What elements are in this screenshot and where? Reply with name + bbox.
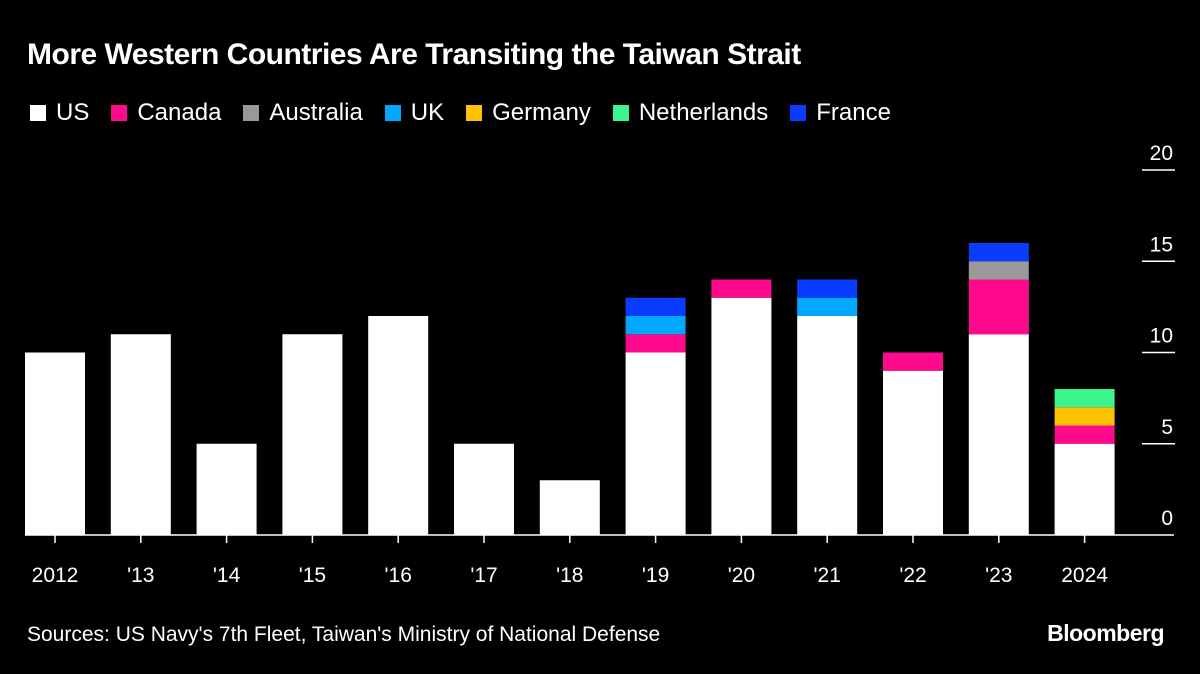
x-tick-label: '21	[814, 564, 841, 587]
bar-segment-us	[25, 352, 85, 535]
x-tick-label: '19	[642, 564, 669, 587]
bar-segment-us	[282, 334, 343, 535]
legend-swatch	[111, 105, 128, 121]
bar-segment-france	[797, 279, 858, 298]
legend-label: France	[816, 99, 891, 126]
bar-segment-canada	[711, 279, 772, 298]
bar-segment-canada	[883, 352, 943, 371]
bar-segment-australia	[968, 261, 1029, 280]
bar-segment-us	[797, 316, 858, 535]
bar-segment-france	[625, 297, 686, 316]
x-tick-label: 2012	[32, 564, 79, 587]
legend-label: Canada	[137, 99, 222, 126]
legend-label: UK	[410, 99, 445, 126]
x-tick-label: '14	[213, 564, 241, 587]
legend-item: France	[790, 99, 891, 127]
legend-item: UK	[384, 99, 445, 127]
legend-label: Netherlands	[638, 99, 769, 126]
bar-segment-us	[883, 370, 943, 535]
legend-label: US	[56, 99, 90, 126]
bar-segment-france	[968, 243, 1029, 262]
y-tick-label: 5	[1161, 416, 1173, 439]
legend-swatch	[612, 105, 629, 121]
bar-segment-netherlands	[1054, 389, 1115, 408]
x-tick-label: '20	[728, 564, 755, 587]
bar-segment-us	[110, 334, 171, 535]
x-tick-label: '23	[985, 564, 1012, 587]
bar-segment-us	[454, 443, 514, 535]
legend-label: Australia	[269, 99, 363, 126]
x-tick-label: '16	[385, 564, 412, 587]
legend-item: Netherlands	[612, 99, 769, 127]
bar-segment-us	[539, 480, 600, 535]
y-tick-label: 15	[1150, 233, 1173, 256]
legend-label: Germany	[492, 99, 591, 126]
y-tick-label: 20	[1150, 142, 1173, 165]
bar-segment-canada	[968, 279, 1029, 335]
legend-item: Australia	[243, 99, 363, 127]
legend-swatch	[243, 105, 260, 121]
bar-segment-uk	[625, 316, 686, 335]
bar-segment-us	[968, 334, 1029, 535]
y-tick-label: 10	[1150, 325, 1173, 348]
y-tick-label: 0	[1161, 507, 1173, 530]
bar-segment-us	[368, 316, 429, 535]
legend-item: US	[30, 99, 89, 127]
bar-segment-canada	[625, 334, 686, 353]
legend-item: Canada	[111, 99, 221, 127]
bar-segment-us	[196, 443, 257, 535]
x-tick-label: '13	[127, 564, 154, 587]
bar-segment-germany	[1054, 407, 1115, 426]
bar-segment-us	[1054, 443, 1115, 535]
legend-swatch	[466, 105, 483, 121]
x-tick-label: '22	[899, 564, 926, 587]
bar-segment-us	[625, 352, 686, 535]
source-note: Sources: US Navy's 7th Fleet, Taiwan's M…	[27, 623, 661, 646]
bar-segment-us	[711, 297, 772, 535]
x-tick-label: '15	[299, 564, 326, 587]
legend-swatch	[790, 105, 807, 121]
legend-item: Germany	[466, 99, 591, 127]
bar-segment-canada	[1054, 425, 1115, 444]
x-tick-label: '17	[470, 564, 497, 587]
x-tick-label: '18	[556, 564, 583, 587]
x-tick-label: 2024	[1061, 564, 1108, 587]
legend-swatch	[384, 105, 401, 121]
bar-segment-uk	[797, 297, 858, 316]
chart-title: More Western Countries Are Transiting th…	[27, 38, 801, 71]
bloomberg-logo: Bloomberg	[1047, 620, 1164, 646]
legend: US Canada Australia UK Germany Netherlands Fra…	[30, 99, 913, 127]
legend-swatch	[30, 105, 46, 121]
